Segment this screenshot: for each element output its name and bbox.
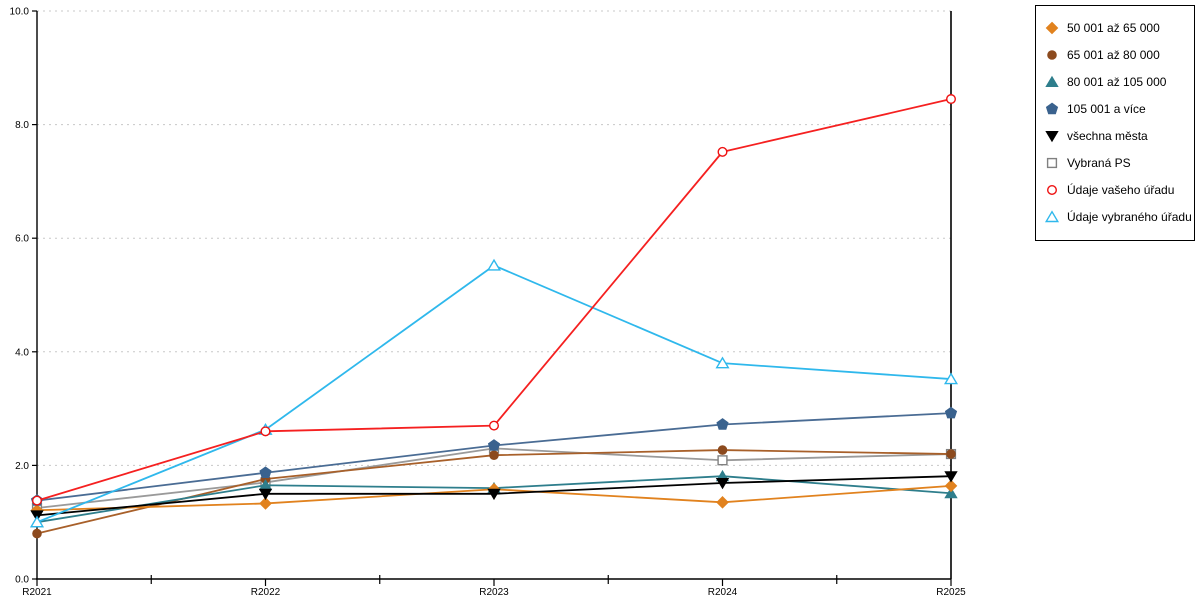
pentagon-marker xyxy=(259,466,272,478)
circle-marker xyxy=(717,146,728,157)
circle-legend-icon xyxy=(1047,49,1057,60)
circle-marker xyxy=(489,450,499,460)
x-tick-label: R2021 xyxy=(22,587,52,598)
triangle-up-marker xyxy=(944,486,958,499)
legend-label: Údaje vybraného úřadu xyxy=(1067,209,1192,224)
x-tick-label: R2023 xyxy=(479,587,509,598)
circle-marker xyxy=(946,449,956,459)
circle-marker xyxy=(1047,49,1057,60)
circle-marker xyxy=(717,445,728,455)
y-tick-label: 4.0 xyxy=(15,347,29,358)
triangle-down-marker xyxy=(487,488,501,501)
triangle-down-marker xyxy=(715,478,730,490)
circle-marker xyxy=(32,528,42,539)
pentagon-marker xyxy=(716,418,729,430)
legend-label: 105 001 a více xyxy=(1067,101,1146,116)
legend-label: 65 001 až 80 000 xyxy=(1067,47,1160,62)
y-tick-label: 6.0 xyxy=(15,234,29,245)
circle-marker xyxy=(489,420,500,431)
triangle-down-legend-icon xyxy=(1045,130,1059,142)
square-legend-icon xyxy=(1046,157,1058,168)
triangle-down-marker xyxy=(258,488,273,501)
circle-marker xyxy=(260,426,271,437)
diamond-marker xyxy=(716,496,729,509)
pentagon-marker xyxy=(1045,102,1059,114)
diamond-legend-icon xyxy=(1045,21,1059,34)
pentagon-marker xyxy=(487,439,501,451)
legend-label: 50 001 až 65 000 xyxy=(1067,20,1160,35)
x-tick-label: R2025 xyxy=(936,587,966,598)
circle-legend-icon xyxy=(1046,184,1058,195)
triangle-up-marker xyxy=(1044,209,1060,222)
legend-item: Údaje vybraného úřadu xyxy=(1044,203,1192,230)
legend-item: Údaje vašeho úřadu xyxy=(1044,176,1188,203)
triangle-up-legend-icon xyxy=(1045,75,1059,87)
legend-item: 80 001 až 105 000 xyxy=(1044,68,1188,95)
y-tick-label: 8.0 xyxy=(15,120,29,131)
circle-marker xyxy=(32,495,43,506)
diamond-marker xyxy=(259,497,272,510)
diamond-marker xyxy=(944,479,958,493)
y-tick-label: 2.0 xyxy=(15,461,29,472)
triangle-up-marker xyxy=(943,372,959,385)
triangle-down-marker xyxy=(944,471,958,483)
x-tick-label: R2022 xyxy=(251,587,281,598)
legend-label: 80 001 až 105 000 xyxy=(1067,74,1167,89)
legend-item: 50 001 až 65 000 xyxy=(1044,14,1188,41)
pentagon-marker xyxy=(944,406,958,419)
triangle-up-marker xyxy=(715,356,730,369)
triangle-down-marker xyxy=(1045,130,1059,142)
square-marker xyxy=(1046,157,1058,168)
circle-marker xyxy=(946,94,957,105)
y-tick-label: 0.0 xyxy=(15,575,29,586)
x-tick-label: R2024 xyxy=(708,587,738,598)
diamond-marker xyxy=(1045,21,1059,34)
legend-label: všechna města xyxy=(1067,128,1148,143)
legend-item: všechna města xyxy=(1044,122,1188,149)
legend-item: Vybraná PS xyxy=(1044,149,1188,176)
legend-item: 105 001 a více xyxy=(1044,95,1188,122)
legend-label: Vybraná PS xyxy=(1067,155,1131,170)
legend-item: 65 001 až 80 000 xyxy=(1044,41,1188,68)
triangle-up-marker xyxy=(486,258,502,271)
triangle-up-legend-icon xyxy=(1044,209,1060,222)
legend: 50 001 až 65 000 65 001 až 80 000 80 001 a… xyxy=(1035,5,1195,241)
circle-marker xyxy=(1046,184,1058,195)
y-tick-label: 10.0 xyxy=(10,7,30,18)
triangle-up-marker xyxy=(1045,75,1059,87)
pentagon-legend-icon xyxy=(1045,102,1059,114)
triangle-up-marker xyxy=(29,515,45,528)
legend-label: Údaje vašeho úřadu xyxy=(1067,182,1175,197)
square-marker xyxy=(717,455,728,466)
